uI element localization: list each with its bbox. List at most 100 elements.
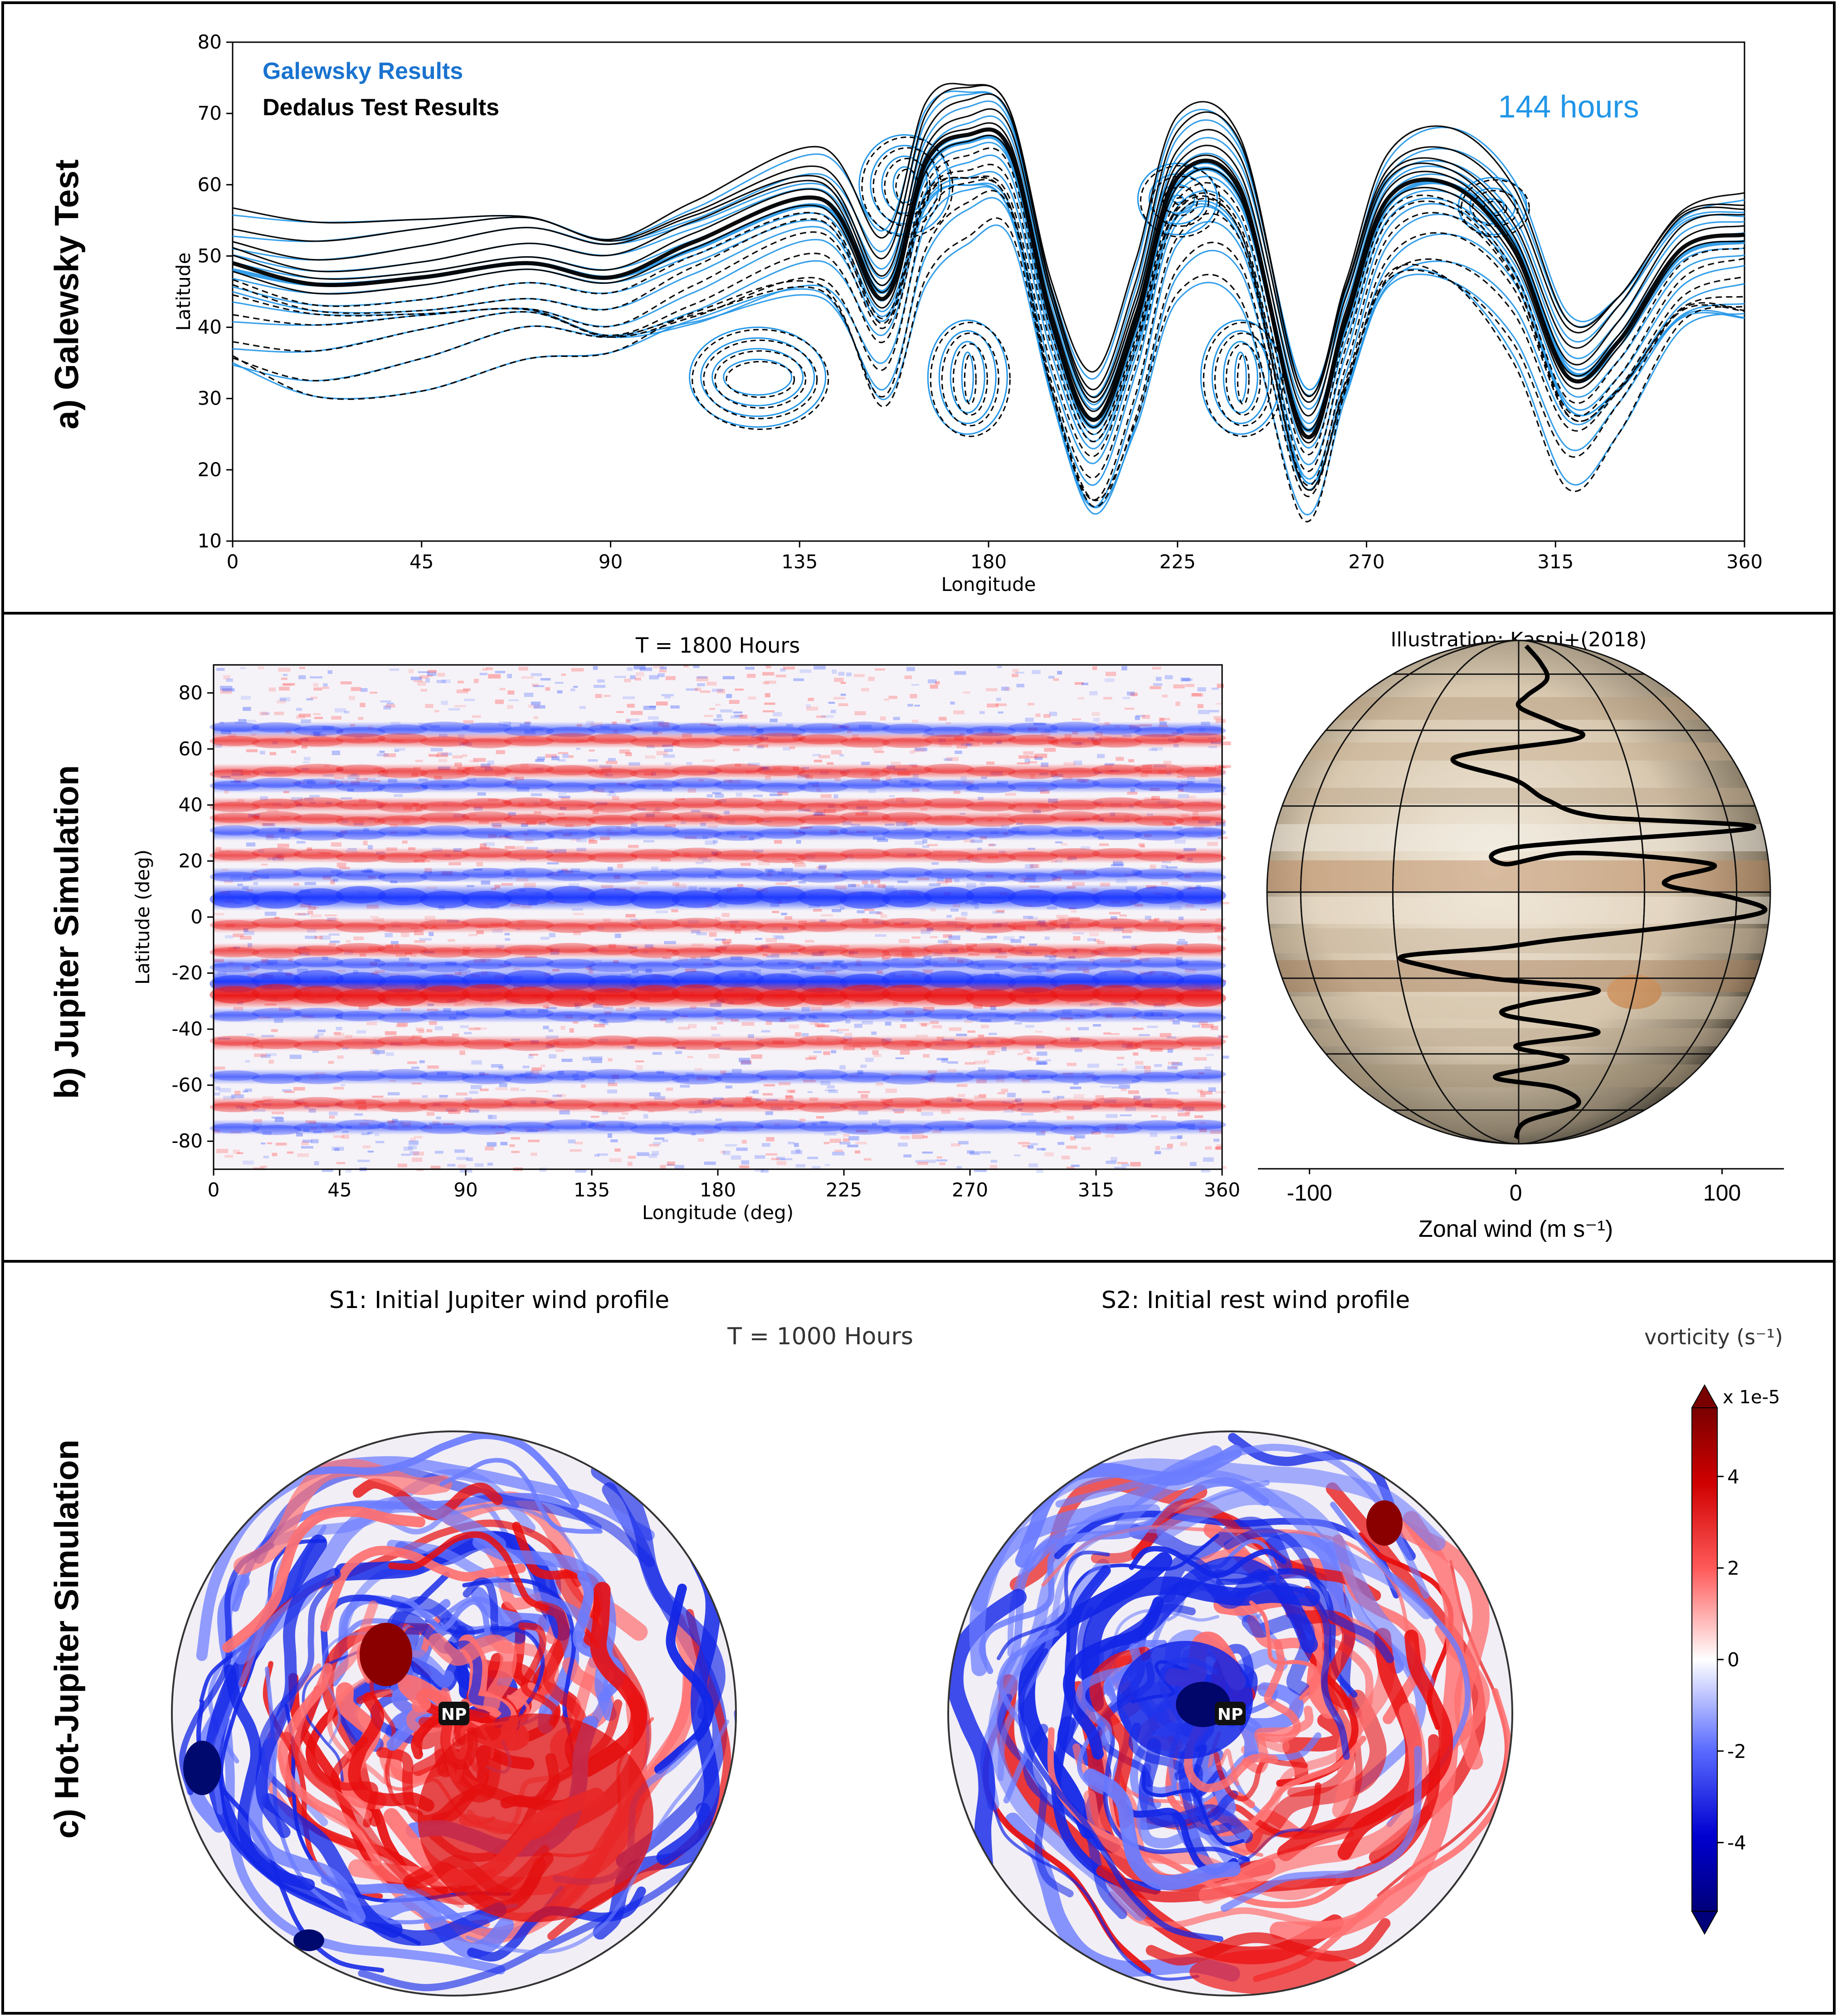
vorticity-speck [448, 939, 455, 942]
vorticity-speck [1130, 693, 1138, 696]
band-wave [1176, 923, 1226, 933]
vorticity-speck [303, 757, 311, 761]
band-wave [882, 797, 932, 808]
vorticity-speck [807, 1157, 819, 1159]
contour-line [232, 190, 1745, 508]
vorticity-speck [353, 936, 364, 941]
vorticity-speck [748, 696, 756, 700]
vorticity-speck [1014, 1154, 1021, 1157]
vorticity-speck [540, 937, 550, 940]
vorticity-speck [441, 679, 451, 683]
vorticity-speck [644, 755, 656, 759]
band-wave [1134, 1120, 1184, 1131]
band-wave [924, 734, 974, 745]
vorticity-speck [741, 1140, 747, 1144]
y-tick-label: 80 [179, 682, 203, 704]
positive-vorticity-band [210, 732, 1226, 749]
band-wave [462, 828, 512, 839]
vorticity-speck [222, 688, 235, 692]
vorticity-speck [1036, 1051, 1048, 1056]
vorticity-speck [664, 941, 676, 944]
band-wave [630, 1124, 680, 1135]
band-wave [252, 918, 302, 928]
vorticity-speck [821, 715, 834, 718]
band-wave [840, 779, 890, 789]
vorticity-speck [436, 754, 448, 757]
vorticity-speck [1150, 686, 1161, 689]
vorticity-speck [911, 1134, 924, 1139]
vorticity-speck [855, 1150, 861, 1154]
vorticity-speck [246, 842, 256, 847]
vorticity-speck [310, 914, 322, 918]
vorticity-speck [607, 793, 617, 796]
band-wave [210, 890, 260, 908]
vorticity-speck [840, 693, 846, 696]
band-wave [336, 1010, 386, 1021]
vorticity-speck [1087, 1064, 1099, 1068]
band-wave [630, 891, 680, 909]
band-wave [756, 766, 806, 776]
y-tick-label: 80 [198, 31, 222, 53]
eddy-contour [700, 337, 815, 417]
vorticity-speck [334, 1148, 340, 1151]
vorticity-speck [1114, 1167, 1126, 1170]
vorticity-speck [985, 688, 998, 692]
vorticity-speck [499, 1083, 507, 1088]
band-wave [504, 763, 554, 774]
vorticity-speck [383, 705, 391, 710]
jupiter-globe [1267, 640, 1770, 1144]
vorticity-speck [302, 1139, 312, 1143]
band-wave [1176, 816, 1226, 827]
vorticity-speck [623, 696, 635, 699]
vorticity-speck [670, 705, 680, 709]
vorticity-speck [472, 715, 481, 718]
vorticity-speck [282, 1089, 292, 1092]
band-fill [214, 918, 1222, 933]
vorticity-speck [953, 710, 965, 714]
vorticity-speck [839, 754, 844, 757]
vorticity-speck [543, 1025, 549, 1030]
vorticity-speck [323, 683, 328, 687]
vorticity-speck [783, 666, 795, 670]
vorticity-speck [575, 1142, 583, 1145]
vorticity-speck [807, 1091, 813, 1093]
vorticity-speck [904, 675, 912, 679]
vorticity-speck [974, 1060, 986, 1064]
vorticity-speck [995, 703, 1007, 706]
vorticity-speck [271, 1116, 283, 1119]
x-tick-label: 45 [409, 551, 434, 573]
vorticity-speck [1215, 1091, 1226, 1093]
vorticity-speck [1042, 1090, 1050, 1093]
band-wave [882, 1040, 932, 1051]
wind-tick-label: 100 [1703, 1180, 1741, 1206]
vorticity-speck [366, 1022, 377, 1025]
vorticity-speck [581, 1084, 586, 1088]
band-wave [252, 1074, 302, 1084]
band-wave [714, 763, 764, 774]
vorticity-speck [297, 1153, 309, 1157]
vorticity-speck [875, 934, 887, 937]
vorticity-speck [306, 698, 313, 701]
vorticity-speck [1087, 938, 1096, 942]
vorticity-speck [625, 914, 636, 918]
vorticity-speck [1127, 791, 1138, 795]
vorticity-speck [480, 1089, 489, 1091]
eddy-contour [1225, 343, 1261, 416]
band-wave [378, 733, 428, 744]
vorticity-speck [531, 673, 542, 676]
panel-galewsky-test: a) Galewsky Test 0 45 90 135 180 225 270 315 360… [1, 1, 1836, 615]
vorticity-speck [819, 864, 827, 868]
vorticity-speck [653, 665, 664, 669]
vorticity-speck [741, 1061, 751, 1065]
band-wave [672, 958, 722, 969]
band-wave [588, 1102, 638, 1113]
vorticity-speck [906, 667, 915, 671]
band-wave [882, 1124, 932, 1134]
vorticity-speck [721, 913, 730, 917]
band-wave [966, 1069, 1016, 1080]
band-wave [419, 1101, 470, 1112]
vorticity-speck [1192, 1025, 1201, 1028]
band-wave [462, 1074, 512, 1084]
vorticity-speck [789, 1024, 799, 1029]
vorticity-speck [279, 697, 291, 702]
